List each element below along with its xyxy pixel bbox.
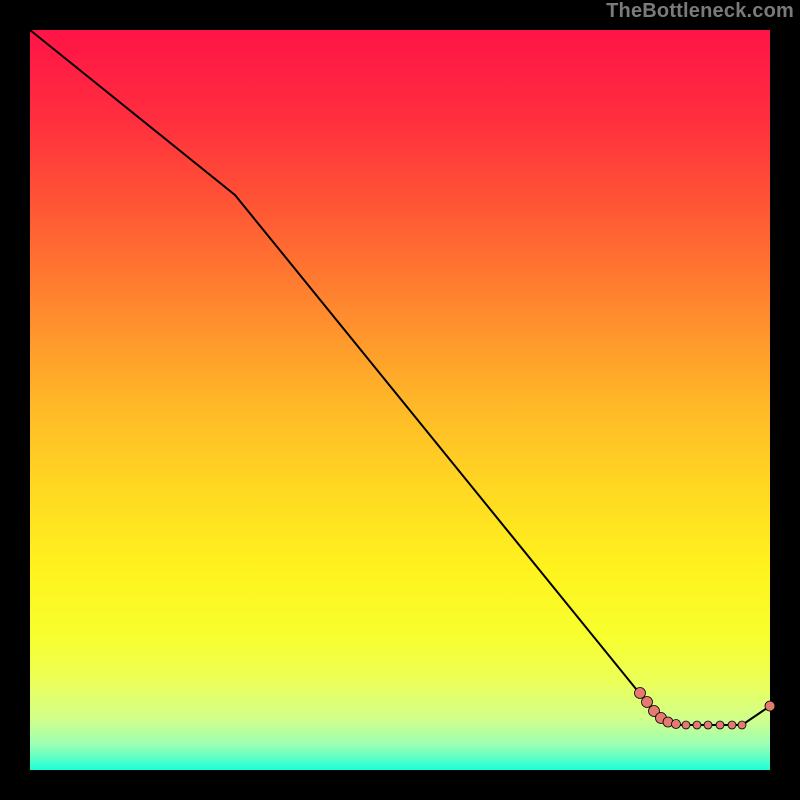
marker-dot [716,721,724,729]
marker-dot [635,688,646,699]
marker-dot [693,721,701,729]
marker-dot [738,721,746,729]
marker-dot [728,721,736,729]
marker-dot [682,721,690,729]
marker-dot [704,721,712,729]
marker-dot [642,697,653,708]
marker-dot [672,720,681,729]
chart-stage: TheBottleneck.com [0,0,800,800]
watermark-text: TheBottleneck.com [606,0,794,23]
chart-svg [0,0,800,800]
marker-dot [765,701,775,711]
plot-area [30,30,770,770]
